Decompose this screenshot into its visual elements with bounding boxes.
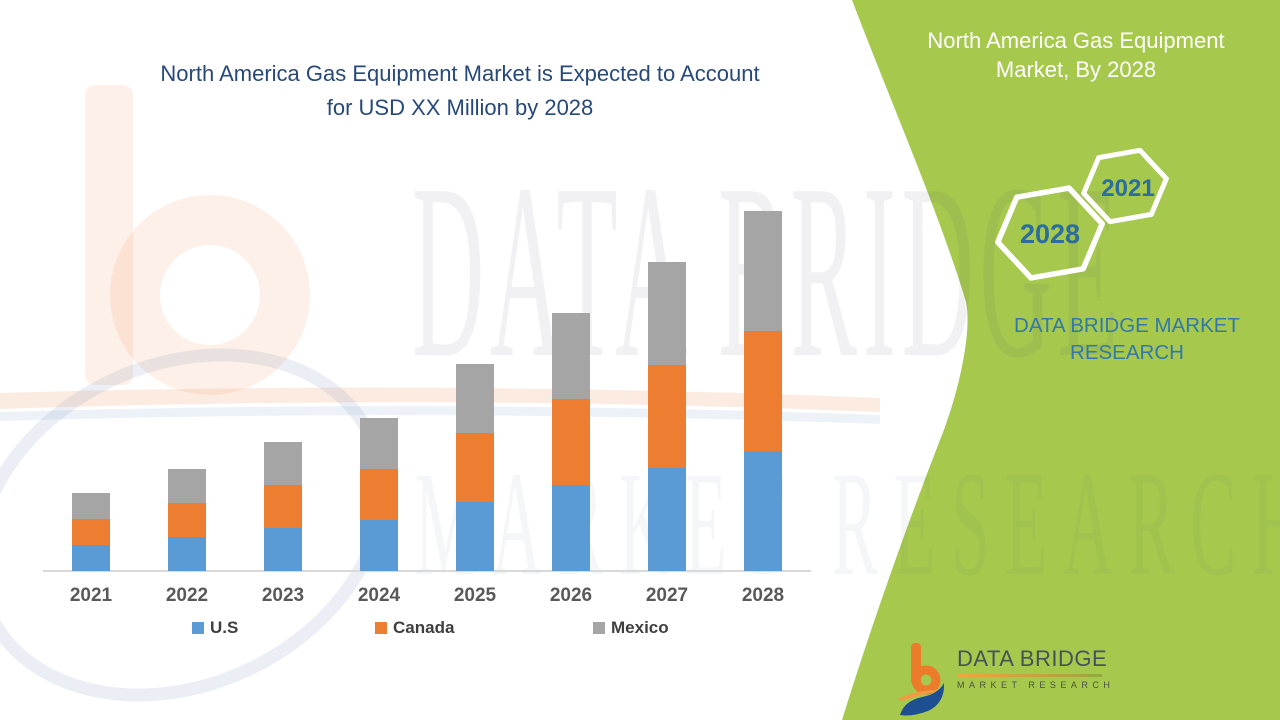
x-axis-label-2021: 2021 [69, 585, 113, 606]
bar-segment-canada-2025 [456, 433, 494, 502]
x-axis-label-2026: 2026 [549, 585, 593, 606]
chart-title-line1: North America Gas Equipment Market is Ex… [160, 61, 760, 86]
legend-label: U.S [210, 618, 239, 637]
side-panel-brand-line1: DATA BRIDGE MARKET [1014, 314, 1240, 337]
bar-segment-us-2024 [360, 520, 398, 571]
dbmr-logo: DATA BRIDGE MARKET RESEARCH [898, 643, 1114, 719]
hexagon-2021-year: 2021 [1101, 175, 1154, 202]
hexagon-2028-year: 2028 [1020, 219, 1080, 249]
bar-segment-mexico-2023 [264, 442, 302, 485]
legend-item-mexico: Mexico [593, 618, 669, 638]
bar-segment-mexico-2025 [456, 364, 494, 433]
x-axis-label-2025: 2025 [453, 585, 497, 606]
bar-segment-us-2022 [168, 537, 206, 571]
dbmr-logo-tagline: MARKET RESEARCH [957, 679, 1115, 690]
bar-segment-canada-2023 [264, 485, 302, 528]
dbmr-logo-icon [898, 643, 945, 716]
bar-segment-canada-2027 [648, 365, 686, 468]
bar-segment-mexico-2028 [744, 211, 782, 331]
bar-segment-mexico-2027 [648, 262, 686, 365]
legend-item-canada: Canada [375, 618, 454, 638]
legend-item-us: U.S [192, 618, 238, 638]
x-axis-label-2024: 2024 [357, 585, 401, 606]
x-axis-label-2022: 2022 [165, 585, 209, 606]
bar-segment-us-2027 [648, 468, 686, 571]
bar-segment-us-2026 [552, 485, 590, 571]
dbmr-logo-divider [957, 674, 1102, 677]
bar-segment-canada-2028 [744, 331, 782, 451]
x-axis-label-2028: 2028 [741, 585, 785, 606]
x-axis-label-2023: 2023 [261, 585, 305, 606]
chart-title: North America Gas Equipment Market is Ex… [70, 57, 850, 125]
legend-label: Canada [393, 618, 455, 637]
bar-segment-mexico-2024 [360, 418, 398, 469]
bar-segment-us-2025 [456, 502, 494, 571]
x-axis-line [43, 570, 811, 572]
bar-segment-mexico-2026 [552, 313, 590, 399]
x-axis-label-2027: 2027 [645, 585, 689, 606]
legend-swatch-us [192, 622, 204, 634]
bar-segment-canada-2022 [168, 503, 206, 537]
bar-segment-us-2023 [264, 528, 302, 571]
legend-label: Mexico [611, 618, 669, 637]
dbmr-logo-brand: DATA BRIDGE [957, 646, 1108, 671]
stacked-bar-chart: 2021 2022 2023 2024 2025 2026 2027 2028 U.S Canad… [43, 211, 811, 638]
legend-swatch-mexico [593, 622, 605, 634]
bar-segment-us-2028 [744, 451, 782, 571]
side-panel-brand-line2: RESEARCH [1070, 341, 1184, 364]
bar-segment-mexico-2022 [168, 469, 206, 503]
legend-swatch-canada [375, 622, 387, 634]
chart-title-line2: for USD XX Million by 2028 [326, 95, 594, 120]
bar-segment-mexico-2021 [72, 493, 110, 519]
bar-segment-us-2021 [72, 545, 110, 571]
bar-segment-canada-2026 [552, 399, 590, 485]
bar-segment-canada-2024 [360, 469, 398, 520]
side-panel-brand-text: DATA BRIDGE MARKET RESEARCH [962, 312, 1280, 366]
bar-segment-canada-2021 [72, 519, 110, 545]
